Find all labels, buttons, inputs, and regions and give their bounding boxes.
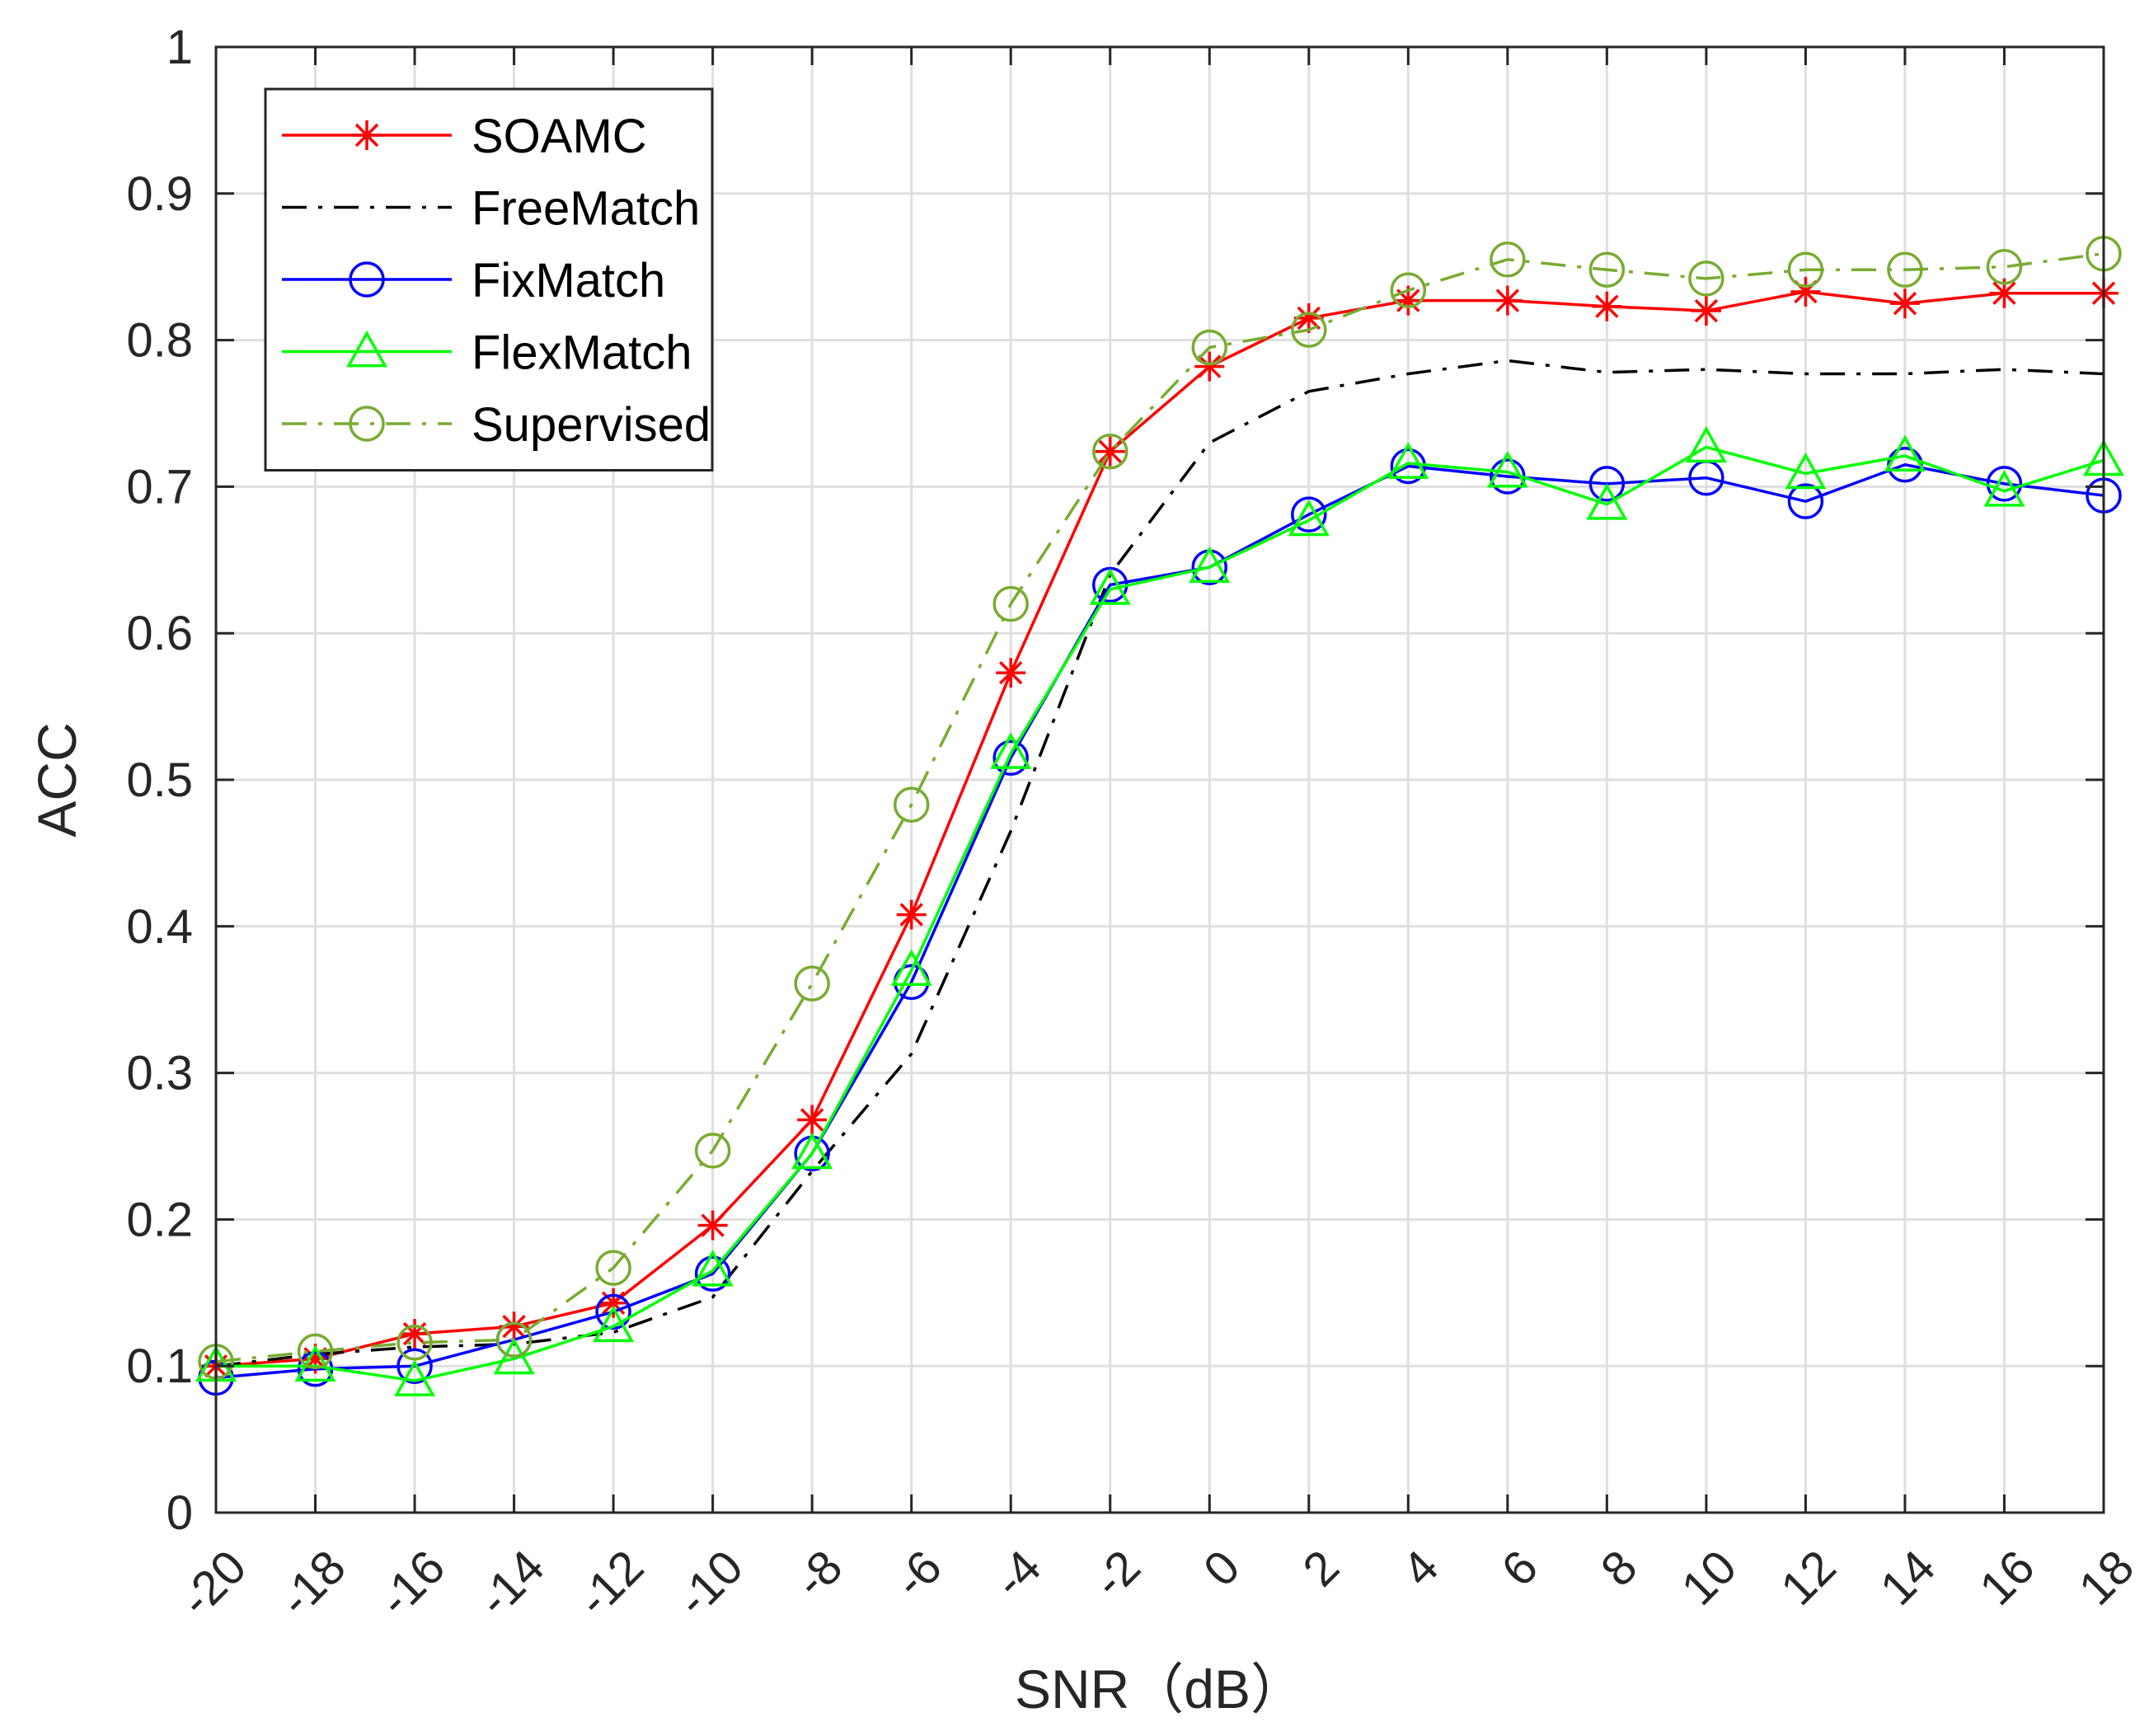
legend-label: FreeMatch [472, 182, 700, 236]
soamc-point [1492, 285, 1523, 316]
y-axis-ticks: 0 0.1 0.2 0.3 0.4 0.5 0.6 0.7 0.8 0.9 1 [126, 21, 2104, 1540]
x-axis-title: SNR（dB） [1015, 1659, 1305, 1720]
flexmatch-point [1685, 425, 1727, 463]
supervised-point [1887, 251, 1923, 289]
soamc-point [996, 658, 1026, 688]
flexmatch-point [692, 1250, 734, 1287]
y-tick-label: 0.5 [126, 753, 193, 807]
y-tick-label: 0.6 [126, 607, 193, 660]
legend-item-fixmatch: FixMatch [282, 254, 665, 307]
legend-marker [349, 406, 385, 442]
legend-item-freematch: FreeMatch [282, 182, 700, 236]
legend-marker [346, 330, 387, 368]
y-tick-label: 0.7 [126, 460, 193, 514]
legend-label: FixMatch [472, 254, 665, 307]
flexmatch-point [1884, 434, 1926, 472]
y-tick-label: 0.3 [126, 1047, 193, 1100]
series-flexmatch [195, 425, 2124, 1396]
soamc-point [400, 1319, 430, 1349]
supervised-point [495, 1321, 533, 1358]
y-tick-label: 0.1 [126, 1340, 193, 1393]
y-tick-label: 0.2 [126, 1193, 193, 1246]
series-layer [195, 235, 2124, 1396]
supervised-point [1291, 312, 1327, 348]
supervised-point [1390, 272, 1427, 308]
y-tick-label: 0.9 [126, 167, 193, 221]
fixmatch-point [1291, 496, 1327, 533]
legend-label: SOAMC [472, 110, 647, 163]
supervised-point [1588, 251, 1626, 289]
series-supervised [198, 235, 2122, 1380]
y-tick-label: 0 [167, 1486, 193, 1540]
legend-item-supervised: Supervised [282, 398, 711, 452]
fixmatch-point [1588, 466, 1626, 502]
flexmatch-point [1983, 470, 2025, 507]
fixmatch-point [595, 1293, 631, 1330]
supervised-point [992, 585, 1029, 622]
supervised-point [694, 1133, 731, 1169]
supervised-point [1688, 260, 1724, 297]
y-tick-label: 0.4 [126, 900, 193, 954]
y-tick-label: 1 [167, 21, 193, 74]
legend: SOAMC FreeMatch FixMatch FlexMatch Supervise… [264, 87, 714, 472]
flexmatch-point [1288, 499, 1330, 537]
soamc-point [896, 899, 927, 930]
fixmatch-point [992, 739, 1029, 777]
soamc-point [697, 1210, 728, 1241]
fixmatch-point [1787, 483, 1824, 519]
y-tick-label: 0.8 [126, 314, 193, 368]
fixmatch-point [694, 1255, 731, 1292]
supervised-point [893, 786, 930, 823]
soamc-point [797, 1105, 828, 1135]
legend-marker [352, 120, 382, 150]
flexmatch-point [493, 1337, 535, 1375]
supervised-point [595, 1250, 631, 1286]
legend-item-soamc: SOAMC [282, 110, 647, 163]
soamc-point [1592, 291, 1622, 321]
flexmatch-line [216, 445, 2104, 1382]
flexmatch-point [1089, 568, 1131, 605]
soamc-line [215, 290, 2104, 1368]
flexmatch-point [1387, 442, 1429, 479]
supervised-point [1490, 242, 1526, 278]
flexmatch-point [593, 1305, 635, 1343]
flexmatch-point [1486, 451, 1528, 488]
soamc-point [1095, 436, 1125, 467]
soamc-point [1194, 351, 1225, 382]
supervised-point [1986, 248, 2023, 285]
supervised-point [1787, 251, 1824, 289]
legend-marker [349, 261, 385, 298]
flexmatch-point [1586, 483, 1628, 520]
flexmatch-point [890, 949, 932, 987]
supervised-point [396, 1325, 433, 1361]
supervised-point [1091, 433, 1128, 470]
supervised-point [794, 965, 830, 1002]
flexmatch-point [791, 1132, 833, 1170]
fixmatch-point [1390, 448, 1427, 485]
supervised-point [1191, 329, 1228, 366]
y-axis-title: ACC [26, 722, 87, 837]
flexmatch-point [990, 732, 1032, 769]
supervised-point [297, 1333, 334, 1370]
soamc-point [1889, 289, 1920, 319]
flexmatch-point [1785, 452, 1827, 490]
legend-label: FlexMatch [472, 326, 692, 380]
flexmatch-point [1189, 546, 1231, 584]
soamc-point [1691, 296, 1721, 326]
fixmatch-point [396, 1348, 433, 1384]
flexmatch-point [394, 1359, 436, 1396]
supervised-line [215, 251, 2104, 1363]
legend-label: Supervised [472, 398, 711, 452]
legend-item-flexmatch: FlexMatch [282, 326, 692, 380]
